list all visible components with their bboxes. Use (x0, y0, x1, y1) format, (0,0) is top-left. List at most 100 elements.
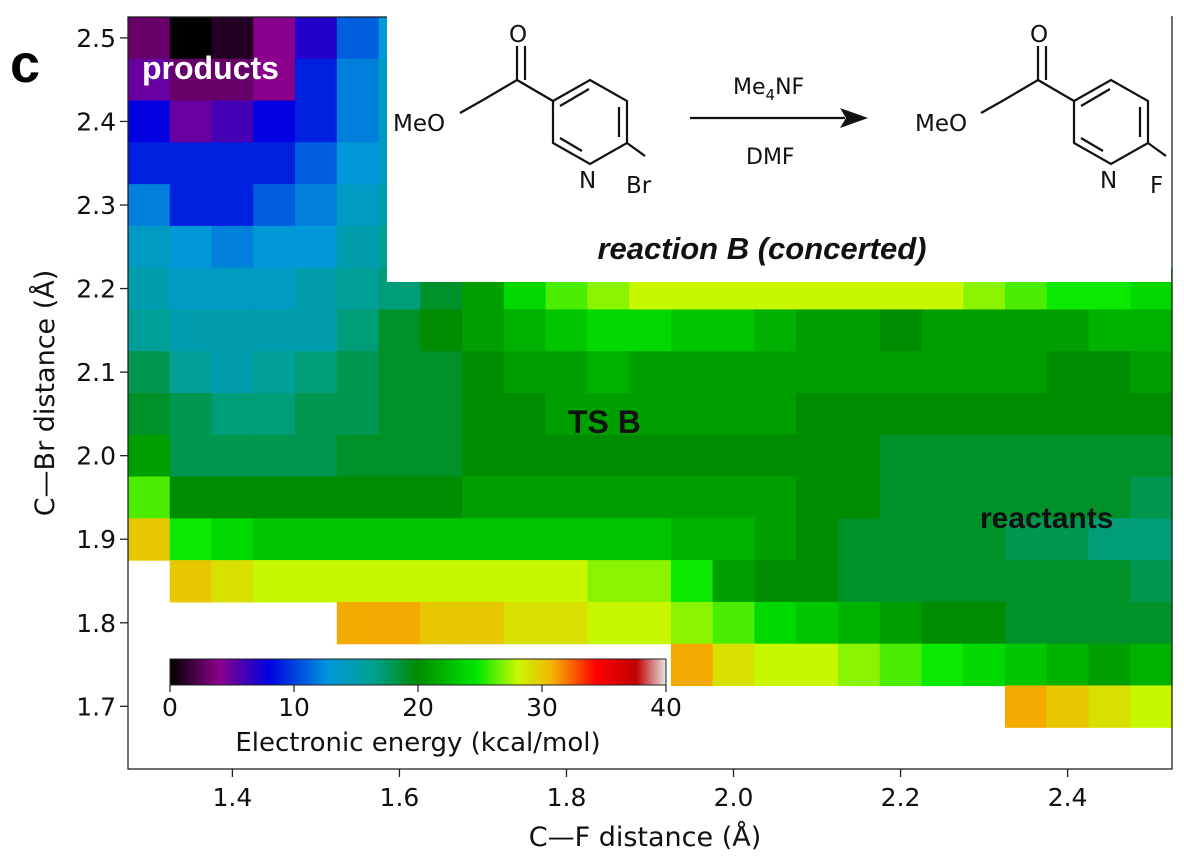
heatmap-cell (169, 100, 213, 143)
heatmap-cell (169, 17, 213, 60)
heatmap-cell (963, 643, 1006, 687)
heatmap-cell (420, 434, 463, 478)
heatmap-cell (545, 351, 588, 394)
heatmap-cell (336, 518, 380, 561)
heatmap-cell (128, 309, 171, 352)
heatmap-cell (378, 560, 421, 603)
heatmap-cell (128, 393, 171, 436)
heatmap-cell (670, 518, 714, 561)
heatmap-cell (295, 17, 338, 60)
colorbar-tick-label: 0 (162, 693, 178, 722)
heatmap-cell (1130, 601, 1173, 645)
heatmap-cell (211, 560, 254, 603)
heatmap-cell (169, 225, 213, 269)
heatmap-cell (1130, 476, 1173, 519)
heatmap-cell (921, 393, 964, 436)
heatmap-cell (670, 309, 714, 352)
heatmap-cell (253, 560, 296, 603)
heatmap-cell (1088, 518, 1131, 561)
heatmap-cell (837, 309, 881, 352)
heatmap-cell (1046, 476, 1090, 519)
product-methoxy: MeO (915, 111, 967, 137)
heatmap-cell (128, 518, 171, 561)
heatmap-cell (712, 309, 755, 352)
heatmap-cell (629, 434, 672, 478)
heatmap-cell (503, 393, 547, 436)
y-tick-label: 1.9 (76, 525, 116, 554)
heatmap-cell (336, 225, 380, 269)
panel-label: c (10, 34, 40, 94)
reaction-arrow-head (840, 108, 868, 128)
heatmap-cell (1004, 393, 1048, 436)
heatmap-cell (921, 518, 964, 561)
heatmap-cell (796, 351, 839, 394)
heatmap-cell (712, 560, 755, 603)
heatmap-cell (253, 351, 296, 394)
y-tick-label: 2.4 (76, 107, 116, 136)
heatmap-cell (1130, 560, 1173, 603)
heatmap-cell (587, 601, 630, 645)
heatmap-cell (963, 476, 1006, 519)
y-tick-label: 2.5 (76, 24, 116, 53)
heatmap-cell (1004, 685, 1048, 728)
heatmap-cell (336, 17, 380, 60)
heatmap-cell (211, 476, 254, 519)
heatmap-cell (754, 518, 797, 561)
heatmap-cell (837, 643, 881, 687)
heatmap-cell (545, 476, 588, 519)
heatmap-cell (629, 309, 672, 352)
heatmap-cell (128, 434, 171, 478)
ts-label: TS B (568, 404, 641, 440)
heatmap-cell (1088, 601, 1131, 645)
heatmap-cell (211, 225, 254, 269)
heatmap-cell (670, 393, 714, 436)
heatmap-cell (253, 184, 296, 227)
heatmap-cell (295, 518, 338, 561)
heatmap-cell (128, 184, 171, 227)
heatmap-cell (754, 351, 797, 394)
heatmap-cell (545, 434, 588, 478)
heatmap-cell (295, 58, 338, 102)
x-tick-label: 1.4 (213, 783, 253, 812)
heatmap-cell (295, 476, 338, 519)
heatmap-cell (336, 601, 380, 645)
heatmap-cell (336, 393, 380, 436)
heatmap-cell (420, 518, 463, 561)
heatmap-cell (128, 225, 171, 269)
heatmap-cell (169, 267, 213, 311)
heatmap-cell (253, 393, 296, 436)
heatmap-cell (336, 476, 380, 519)
heatmap-cell (211, 17, 254, 60)
heatmap-cell (921, 643, 964, 687)
heatmap-cell (295, 434, 338, 478)
reaction-inset: O MeO N Br Me4NF DMF O MeO N F reaction … (387, 15, 1171, 282)
y-axis-ticks: 1.7 1.8 1.9 2.0 2.1 2.2 2.3 2.4 2.5 (76, 24, 128, 721)
x-tick-label: 1.8 (547, 783, 587, 812)
heatmap-cell (921, 434, 964, 478)
heatmap-cell (837, 476, 881, 519)
heatmap-cell (295, 142, 338, 185)
heatmap-cell (336, 434, 380, 478)
heatmap-cell (1046, 393, 1090, 436)
heatmap-cell (629, 393, 672, 436)
heatmap-cell (1088, 309, 1131, 352)
heatmap-cell (879, 434, 923, 478)
heatmap-cell (712, 643, 755, 687)
heatmap-cell (629, 518, 672, 561)
heatmap-cell (253, 142, 296, 185)
heatmap-cell (963, 434, 1006, 478)
colorbar-gradient (169, 658, 667, 686)
heatmap-cell (1130, 309, 1173, 352)
y-tick-label: 2.3 (76, 191, 116, 220)
heatmap-cell (629, 560, 672, 603)
heatmap-cell (211, 184, 254, 227)
heatmap-cell (295, 225, 338, 269)
heatmap-cell (921, 309, 964, 352)
heatmap-cell (796, 393, 839, 436)
heatmap-cell (1088, 560, 1131, 603)
heatmap-cell (128, 58, 171, 102)
heatmap-cell (211, 518, 254, 561)
heatmap-cell (796, 476, 839, 519)
heatmap-cell (462, 309, 505, 352)
heatmap-cell (1004, 434, 1048, 478)
